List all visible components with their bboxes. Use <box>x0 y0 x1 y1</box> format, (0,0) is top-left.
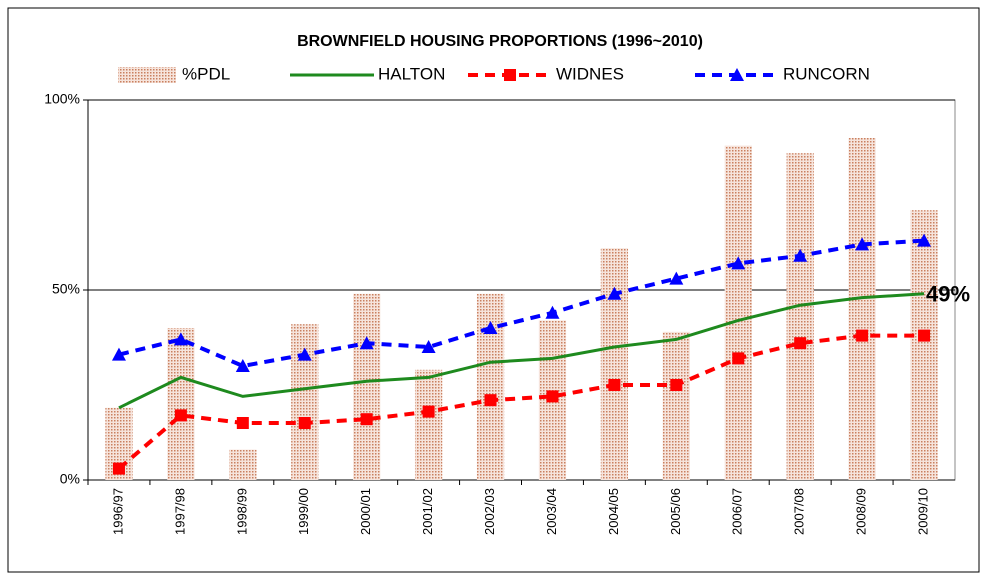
x-tick-label: 2006/07 <box>730 488 745 535</box>
y-tick-label: 100% <box>44 91 80 107</box>
y-tick-label: 0% <box>60 471 80 487</box>
bar <box>786 153 814 480</box>
point <box>359 336 374 350</box>
x-tick-label: 2008/09 <box>854 488 869 535</box>
x-tick-label: 2009/10 <box>915 488 930 535</box>
annotation: 49% <box>926 282 970 307</box>
bar <box>724 145 752 480</box>
point <box>421 340 436 353</box>
x-tick-label: 1996/97 <box>110 488 125 535</box>
x-tick-label: 2000/01 <box>358 488 373 535</box>
point <box>297 347 312 361</box>
point <box>174 409 187 422</box>
x-tick-label: 1999/00 <box>296 488 311 535</box>
point <box>112 462 125 475</box>
x-tick-label: 2001/02 <box>420 488 435 535</box>
point <box>483 321 498 334</box>
x-tick-label: 2005/06 <box>668 488 683 535</box>
point <box>855 237 870 251</box>
point <box>793 248 808 262</box>
y-tick-label: 50% <box>52 281 80 297</box>
legend-marker <box>730 68 744 81</box>
point <box>731 256 746 270</box>
x-tick-label: 1997/98 <box>172 488 187 535</box>
bar <box>167 328 195 480</box>
point <box>917 233 932 247</box>
point <box>546 390 559 403</box>
bar <box>848 138 876 480</box>
point <box>111 347 126 361</box>
x-tick-label: 2002/03 <box>482 488 497 535</box>
x-tick-label: 2007/08 <box>792 488 807 535</box>
point <box>608 379 621 391</box>
legend-swatch <box>118 67 176 83</box>
point <box>794 337 807 350</box>
point <box>235 359 250 372</box>
bar <box>229 449 257 480</box>
legend-label: %PDL <box>182 64 230 83</box>
point <box>360 413 373 426</box>
chart-title: BROWNFIELD HOUSING PROPORTIONS (1996~201… <box>297 33 703 50</box>
line-series <box>118 238 925 369</box>
point <box>856 329 869 342</box>
x-tick-label: 2004/05 <box>606 488 621 535</box>
legend-label: RUNCORN <box>783 64 870 83</box>
point <box>484 394 497 407</box>
point <box>669 271 684 285</box>
bar <box>600 248 629 480</box>
point <box>173 332 188 346</box>
point <box>298 417 311 429</box>
x-tick-label: 1998/99 <box>234 488 249 535</box>
point <box>670 379 683 391</box>
point <box>732 352 745 365</box>
bar <box>910 210 938 480</box>
point <box>545 305 560 319</box>
bar <box>662 331 690 480</box>
point <box>422 405 435 418</box>
line-series <box>118 292 925 410</box>
x-tick-label: 2003/04 <box>544 488 559 535</box>
legend-label: HALTON <box>378 64 445 83</box>
point <box>918 329 931 342</box>
line-series <box>117 333 925 471</box>
point <box>236 417 249 429</box>
bar <box>353 293 381 480</box>
legend-label: WIDNES <box>556 64 624 83</box>
legend-marker <box>504 69 516 81</box>
point <box>607 286 622 300</box>
bar <box>291 324 319 480</box>
bar <box>414 369 443 480</box>
